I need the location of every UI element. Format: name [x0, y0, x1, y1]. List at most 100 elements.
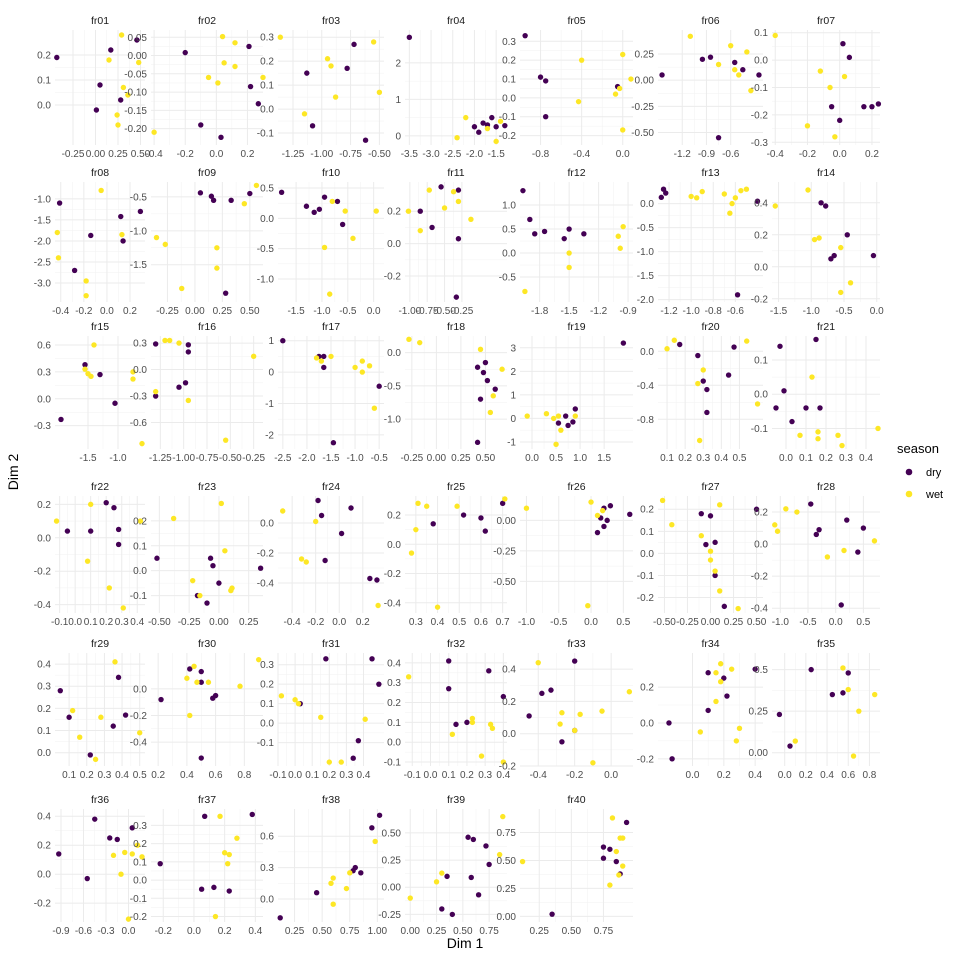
point-wet: [194, 679, 200, 685]
point-wet: [707, 548, 714, 554]
point-wet: [134, 842, 141, 848]
point-dry: [855, 549, 861, 555]
gridlines: [520, 336, 633, 449]
y-tick-label: -0.2: [34, 567, 52, 578]
point-wet: [407, 895, 413, 901]
point-wet: [137, 730, 143, 736]
point-wet: [816, 235, 822, 241]
facet-panel-fr20: fr20 0.1 0.2 0.3 0.4 0.5 0.0 -0.4 -0.8: [637, 321, 763, 464]
gridlines: [772, 653, 880, 766]
x-tick-label: 0.25: [239, 617, 259, 628]
point-wet: [713, 698, 719, 705]
x-tick-label: 0.8: [237, 770, 251, 781]
points: [152, 337, 257, 443]
y-tick-label: 0.5: [260, 184, 274, 195]
point-wet: [856, 708, 862, 714]
facet-title: fr17: [322, 321, 340, 333]
point-dry: [808, 666, 814, 673]
point-wet: [218, 500, 224, 507]
point-wet: [871, 538, 878, 544]
point-wet: [558, 427, 564, 433]
gridlines: [55, 653, 145, 766]
point-wet: [187, 712, 193, 719]
facet-title: fr07: [817, 15, 835, 27]
x-tick-label: -0.25: [400, 453, 423, 464]
y-tick-label: -0.5: [499, 273, 517, 284]
gridlines: [151, 809, 263, 922]
facet-panel-fr14: fr14 -1.5 -1.0 -0.5 0.0 0.4 0.2 0.0 -0.2: [751, 167, 884, 317]
point-dry: [500, 693, 507, 700]
point-dry: [376, 681, 382, 687]
point-wet: [469, 719, 476, 726]
y-tick-label: -0.5: [384, 381, 402, 392]
gridlines: [772, 336, 880, 449]
points: [151, 33, 266, 141]
x-tick-label: 0.0: [616, 149, 630, 160]
facet-title: fr38: [322, 794, 340, 806]
facet-panel-fr18: fr18 -0.25 0.00 0.25 0.50 0.0 -0.5 -1.0: [384, 321, 507, 464]
y-tick-label: 0.0: [260, 894, 274, 905]
point-wet: [85, 370, 91, 377]
y-tick-label: 0.00: [382, 883, 402, 894]
point-wet: [620, 863, 626, 869]
y-tick-label: -0.25: [493, 546, 516, 557]
point-wet: [712, 568, 718, 574]
x-tick-label: 0.3: [409, 617, 423, 628]
x-tick-label: 0.50: [240, 306, 260, 317]
x-tick-label: 0.0: [525, 453, 539, 464]
y-tick-label: -1: [265, 399, 274, 410]
point-wet: [841, 73, 848, 80]
point-dry: [204, 600, 210, 606]
y-tick-label: 0.1: [502, 75, 516, 86]
x-tick-label: 0.5: [133, 770, 147, 781]
y-tick-label: 0.25: [382, 856, 402, 867]
y-tick-label: 2: [510, 367, 516, 378]
point-dry: [278, 189, 285, 196]
x-tick-label: -0.2: [75, 306, 93, 317]
point-wet: [112, 659, 118, 665]
legend-key-dry: [905, 468, 913, 476]
facet-title: fr06: [701, 15, 719, 27]
point-wet: [744, 338, 750, 344]
point-dry: [526, 713, 532, 719]
point-wet: [697, 729, 704, 735]
y-tick-label: -1: [507, 437, 516, 448]
x-tick-label: 0.50: [562, 926, 582, 937]
point-dry: [789, 418, 795, 425]
x-tick-label: -0.4: [530, 770, 548, 781]
point-wet: [413, 526, 419, 533]
point-wet: [120, 84, 127, 91]
point-dry: [860, 525, 867, 531]
points: [519, 815, 630, 917]
y-tick-label: 0.1: [133, 857, 147, 868]
point-wet: [162, 241, 168, 248]
points: [278, 656, 382, 765]
point-dry: [417, 208, 423, 214]
y-tick-label: -0.4: [384, 598, 402, 609]
points: [158, 656, 262, 761]
point-wet: [832, 134, 838, 140]
point-wet: [234, 835, 240, 841]
point-wet: [370, 39, 377, 45]
legend-key-wet: [905, 490, 913, 498]
y-tick-label: 0.4: [37, 812, 51, 823]
point-dry: [344, 65, 350, 72]
y-tick-label: -0.2: [384, 569, 402, 580]
y-tick-label: -0.1: [637, 571, 655, 582]
point-wet: [295, 700, 302, 707]
facet-title: fr33: [567, 638, 585, 650]
y-tick-label: -1.5: [34, 215, 52, 226]
point-wet: [303, 559, 309, 565]
x-tick-label: 0.3: [115, 617, 129, 628]
x-tick-label: -2.0: [298, 453, 316, 464]
x-tick-label: 0.1: [442, 770, 456, 781]
facet-title: fr31: [322, 638, 340, 650]
point-wet: [232, 40, 238, 46]
y-tick-label: 0.0: [502, 729, 516, 740]
x-tick-label: 0.25: [724, 617, 744, 628]
point-dry: [464, 719, 470, 726]
point-wet: [500, 759, 507, 765]
point-wet: [408, 550, 415, 556]
point-dry: [753, 506, 760, 512]
y-tick-label: 1.0: [502, 201, 516, 212]
